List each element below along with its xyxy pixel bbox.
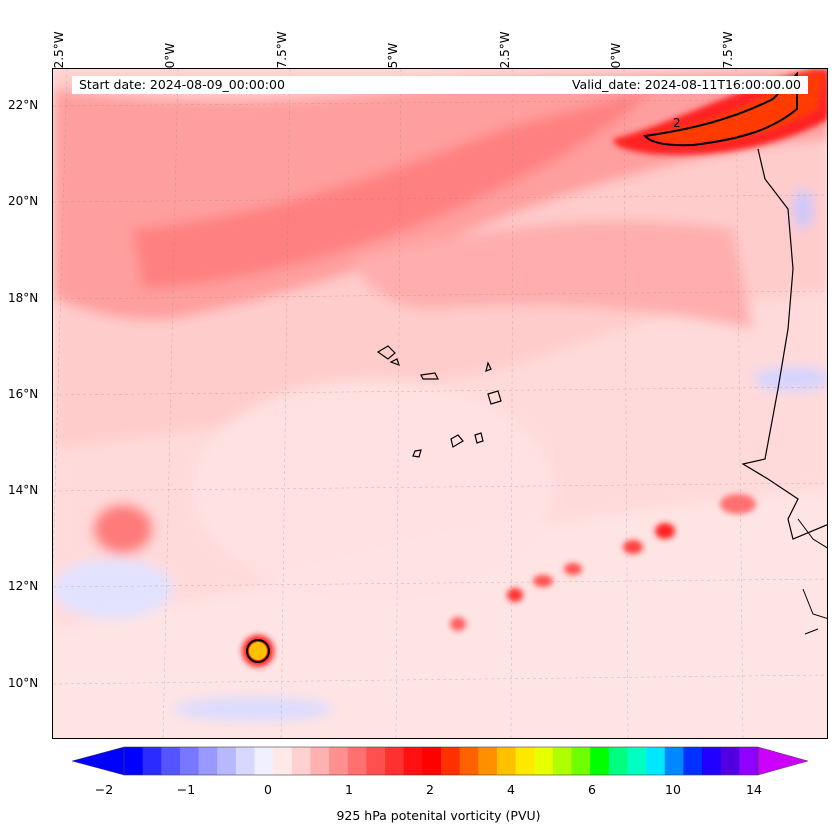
colorbar-segment	[646, 747, 666, 775]
colorbar-segment	[235, 747, 256, 775]
colorbar-segment	[217, 747, 237, 775]
colorbar-segment	[329, 747, 349, 775]
colorbar-segment	[291, 747, 311, 775]
colorbar-segment	[571, 747, 591, 775]
potential-vorticity-map: 2	[52, 68, 828, 739]
colorbar-segment	[179, 747, 200, 775]
colorbar-segment	[496, 747, 517, 775]
colorbar-segment	[683, 747, 703, 775]
colorbar-label: 925 hPa potenital vorticity (PVU)	[336, 808, 541, 823]
colorbar-tick-minus1: −1	[176, 782, 196, 797]
colorbar-min-arrow	[72, 746, 125, 776]
lat-label-12n: 12°N	[8, 579, 39, 593]
colorbar-tick-0: 0	[264, 782, 272, 797]
colorbar-max-arrow	[757, 746, 809, 776]
colorbar-segment	[366, 747, 386, 775]
date-banner	[72, 76, 808, 94]
colorbar-segment	[608, 747, 628, 775]
valid-date: Valid_date: 2024-08-11T16:00:00.00	[571, 77, 801, 92]
colorbar-segment	[534, 747, 554, 775]
colorbar	[72, 746, 809, 776]
lat-label-22n: 22°N	[8, 98, 39, 112]
colorbar-segment	[739, 747, 759, 775]
lat-label-20n: 20°N	[8, 194, 39, 208]
contour-label: 2	[673, 116, 681, 130]
colorbar-segment	[702, 747, 722, 775]
lat-label-10n: 10°N	[8, 676, 39, 690]
colorbar-tick-6: 6	[588, 782, 596, 797]
colorbar-tick-minus2: −2	[94, 782, 114, 797]
colorbar-segment	[441, 747, 461, 775]
lat-label-16n: 16°N	[8, 387, 39, 401]
colorbar-segment	[478, 747, 498, 775]
colorbar-segment	[198, 747, 218, 775]
start-date: Start date: 2024-08-09_00:00:00	[79, 77, 285, 92]
colorbar-tick-4: 4	[507, 782, 515, 797]
colorbar-tick-14: 14	[746, 782, 762, 797]
colorbar-segment	[627, 747, 647, 775]
lat-label-14n: 14°N	[8, 483, 39, 497]
colorbar-tick-10: 10	[665, 782, 681, 797]
colorbar-segment	[161, 747, 181, 775]
colorbar-segments	[124, 747, 759, 775]
colorbar-segment	[310, 747, 330, 775]
colorbar-segment	[254, 747, 274, 775]
colorbar-segment	[124, 747, 144, 775]
colorbar-segment	[422, 747, 442, 775]
colorbar-segment	[273, 747, 293, 775]
colorbar-segment	[664, 747, 684, 775]
colorbar-segment	[590, 747, 610, 775]
colorbar-segment	[142, 747, 162, 775]
colorbar-segment	[385, 747, 405, 775]
lat-label-18n: 18°N	[8, 291, 39, 305]
colorbar-tick-2: 2	[426, 782, 434, 797]
colorbar-segment	[403, 747, 423, 775]
colorbar-segment	[552, 747, 573, 775]
colorbar-tick-1: 1	[345, 782, 353, 797]
colorbar-segment	[459, 747, 479, 775]
colorbar-segment	[347, 747, 367, 775]
colorbar-segment	[515, 747, 535, 775]
colorbar-segment	[720, 747, 740, 775]
